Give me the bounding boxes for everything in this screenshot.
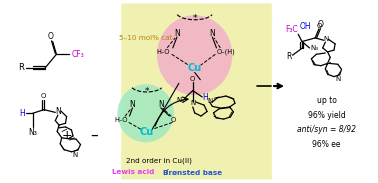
Text: O: O <box>317 23 322 29</box>
Text: up to: up to <box>316 96 336 105</box>
Text: O–(H): O–(H) <box>217 48 235 55</box>
Text: F₃C: F₃C <box>285 25 298 34</box>
Text: Brønsted base: Brønsted base <box>163 169 222 175</box>
Text: O: O <box>48 32 53 41</box>
Text: CF₃: CF₃ <box>71 50 84 59</box>
Text: N: N <box>209 29 215 38</box>
Text: H: H <box>20 109 25 118</box>
Text: 96% ee: 96% ee <box>312 140 341 149</box>
Text: N: N <box>72 152 77 158</box>
Text: H–O: H–O <box>156 48 170 55</box>
Text: Lewis acid: Lewis acid <box>112 169 155 175</box>
Text: –: – <box>90 128 98 143</box>
Text: O: O <box>318 20 324 29</box>
Text: N: N <box>55 107 61 116</box>
Text: O: O <box>190 76 195 82</box>
Text: N₃: N₃ <box>177 97 185 103</box>
Text: 5–10 mol% cat.: 5–10 mol% cat. <box>119 35 175 41</box>
Text: N₃: N₃ <box>310 45 318 51</box>
Text: 96% yield: 96% yield <box>308 111 345 120</box>
FancyBboxPatch shape <box>121 3 272 180</box>
Text: N: N <box>190 100 195 106</box>
Text: N: N <box>158 100 164 109</box>
Text: Cu: Cu <box>140 127 154 137</box>
Text: N₃: N₃ <box>28 128 37 137</box>
Text: N: N <box>324 36 329 42</box>
Text: N: N <box>335 76 340 82</box>
Text: *: * <box>144 87 149 96</box>
Text: /: / <box>166 169 169 175</box>
Ellipse shape <box>157 15 232 95</box>
Text: OH: OH <box>300 22 312 31</box>
Text: H–O: H–O <box>115 117 128 123</box>
Text: N: N <box>207 98 212 104</box>
Text: +: + <box>61 129 72 142</box>
Text: H: H <box>202 93 208 102</box>
Text: N: N <box>130 100 135 109</box>
Text: Cu: Cu <box>187 63 202 73</box>
Text: O: O <box>170 117 176 123</box>
Text: R: R <box>286 53 291 61</box>
Text: O: O <box>40 93 46 99</box>
Ellipse shape <box>118 84 174 142</box>
Text: R: R <box>19 63 24 72</box>
Text: 2nd order in Cu(II): 2nd order in Cu(II) <box>126 157 192 164</box>
Text: N: N <box>174 29 180 38</box>
Text: anti/syn = 8/92: anti/syn = 8/92 <box>297 125 356 134</box>
Text: *: * <box>192 14 197 23</box>
